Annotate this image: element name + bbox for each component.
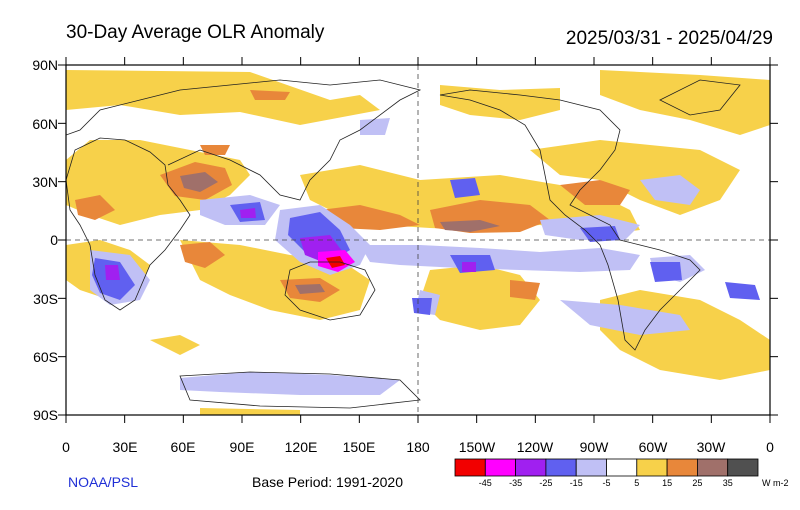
x-label-60e: 60E: [171, 439, 196, 455]
colorbar-swatch: [545, 458, 577, 477]
x-label-120e: 120E: [285, 439, 318, 455]
x-label-30e: 30E: [113, 439, 138, 455]
y-axis-labels: 90N 60N 30N 0 30S 60S 90S: [32, 57, 58, 423]
x-label-60w: 60W: [639, 439, 669, 455]
colorbar-swatch: [636, 458, 668, 477]
x-label-90w: 90W: [580, 439, 610, 455]
date-range: 2025/03/31 - 2025/04/29: [565, 28, 773, 49]
anomaly-field: [66, 70, 770, 415]
x-label-90e: 90E: [230, 439, 255, 455]
colorbar-tick-label: -5: [602, 478, 610, 488]
y-label-30s: 30S: [33, 291, 58, 307]
colorbar-swatch: [606, 458, 638, 477]
colorbar-swatch: [484, 458, 516, 477]
colorbar-swatch: [454, 458, 486, 477]
y-label-90s: 90S: [33, 407, 58, 423]
colorbar-units: W m-2: [762, 478, 789, 488]
y-label-0: 0: [50, 232, 58, 248]
colorbar-tick-labels: -45 -35 -25 -15 -5 5 15 25 35: [479, 478, 733, 488]
colorbar-tick-label: -35: [509, 478, 522, 488]
x-axis-labels: 0 30E 60E 90E 120E 150E 180 150W 120W 90…: [62, 439, 774, 455]
colorbar-tick-label: 35: [723, 478, 733, 488]
colorbar-tick-label: 25: [692, 478, 702, 488]
x-label-0: 0: [62, 439, 70, 455]
colorbar-tick-label: -45: [479, 478, 492, 488]
x-label-180: 180: [406, 439, 430, 455]
colorbar-tick-label: 5: [634, 478, 639, 488]
positive-anomaly-15: [66, 70, 770, 415]
colorbar-swatch: [727, 458, 759, 477]
x-label-150e: 150E: [343, 439, 376, 455]
colorbar-swatch: [697, 458, 729, 477]
colorbar: [454, 458, 759, 477]
colorbar-tick-label: -25: [539, 478, 552, 488]
colorbar-swatch: [666, 458, 698, 477]
tick-marks: [58, 57, 778, 423]
y-label-30n: 30N: [32, 174, 58, 190]
reference-lines: [66, 65, 770, 415]
credit-label: NOAA/PSL: [68, 474, 139, 490]
colorbar-tick-label: -15: [570, 478, 583, 488]
positive-anomaly-35: [180, 172, 500, 294]
colorbar-tick-label: 15: [662, 478, 672, 488]
x-label-120w: 120W: [517, 439, 554, 455]
coastlines: [66, 79, 741, 409]
x-label-0-east: 0: [766, 439, 774, 455]
x-label-150w: 150W: [459, 439, 496, 455]
base-period-label: Base Period: 1991-2020: [252, 474, 403, 490]
y-label-90n: 90N: [32, 57, 58, 73]
colorbar-swatch: [515, 458, 547, 477]
colorbar-swatch: [575, 458, 607, 477]
x-label-30w: 30W: [697, 439, 727, 455]
y-label-60n: 60N: [32, 116, 58, 132]
map-title: 30-Day Average OLR Anomaly: [66, 22, 325, 43]
y-label-60s: 60S: [33, 349, 58, 365]
